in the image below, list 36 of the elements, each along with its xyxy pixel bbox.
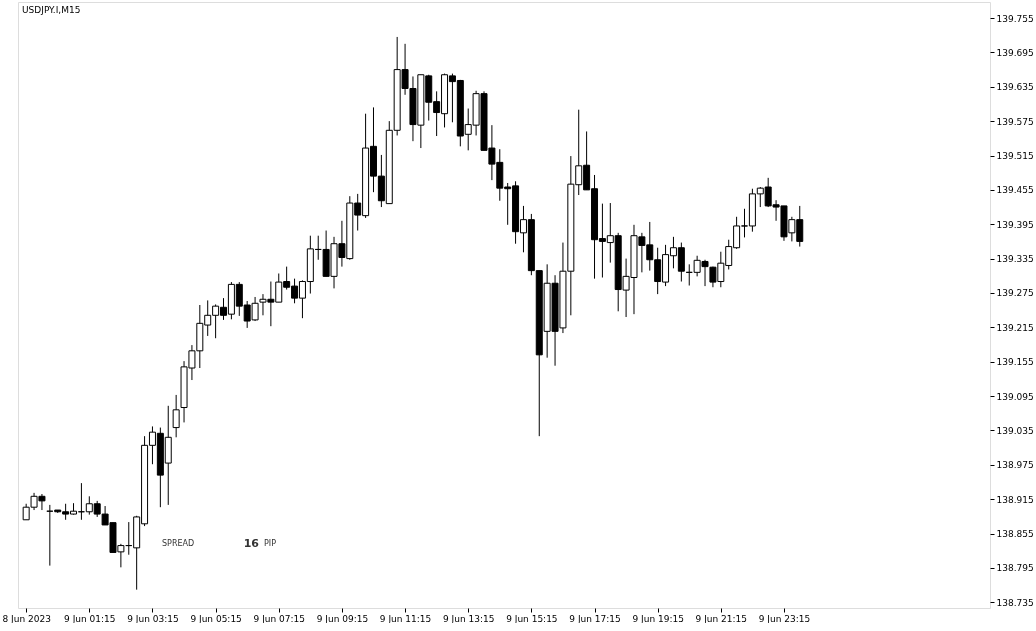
y-tick-label: 139.515 <box>996 151 1034 161</box>
y-tick-label: 139.095 <box>996 391 1034 402</box>
y-tick-label: 139.695 <box>996 47 1034 58</box>
y-tick-label: 139.335 <box>996 254 1034 265</box>
y-tick-label: 138.975 <box>996 460 1034 471</box>
y-tick-label: 139.575 <box>996 116 1034 127</box>
annotation: SPREAD <box>162 539 195 548</box>
y-tick-label: 139.155 <box>996 357 1034 368</box>
y-tick-label: 139.455 <box>996 185 1034 196</box>
candlestick <box>172 394 180 438</box>
chart-title: USDJPY.I,M15 <box>22 5 81 15</box>
x-tick-label: 9 Jun 19:15 <box>632 613 684 624</box>
x-tick-label: 9 Jun 23:15 <box>758 613 811 624</box>
x-tick-label: 9 Jun 13:15 <box>442 613 495 624</box>
x-tick-label: 9 Jun 03:15 <box>127 613 179 624</box>
y-tick-label: 138.735 <box>996 597 1034 608</box>
x-tick-label: 8 Jun 2023 <box>2 613 51 624</box>
y-tick-label: 138.855 <box>996 529 1034 540</box>
x-tick-label: 9 Jun 21:15 <box>695 613 748 624</box>
annotation: 16 <box>243 537 260 550</box>
y-tick-label: 139.755 <box>996 13 1034 24</box>
y-tick-label: 139.395 <box>996 219 1034 230</box>
x-tick-label: 9 Jun 11:15 <box>379 613 432 624</box>
y-tick-label: 138.915 <box>996 494 1034 505</box>
x-tick-label: 9 Jun 05:15 <box>190 613 242 624</box>
x-tick-label: 9 Jun 17:15 <box>569 613 621 624</box>
y-tick-label: 139.275 <box>996 288 1034 299</box>
x-tick-label: 9 Jun 01:15 <box>64 613 116 624</box>
x-tick-label: 9 Jun 07:15 <box>253 613 305 624</box>
y-tick-label: 138.795 <box>996 563 1034 574</box>
x-tick-label: 9 Jun 09:15 <box>316 613 369 624</box>
y-tick-label: 139.635 <box>996 82 1034 93</box>
annotation: PIP <box>264 539 277 548</box>
x-tick-label: 9 Jun 15:15 <box>506 613 558 624</box>
y-tick-label: 139.035 <box>996 425 1034 436</box>
y-tick-label: 139.215 <box>996 322 1034 333</box>
